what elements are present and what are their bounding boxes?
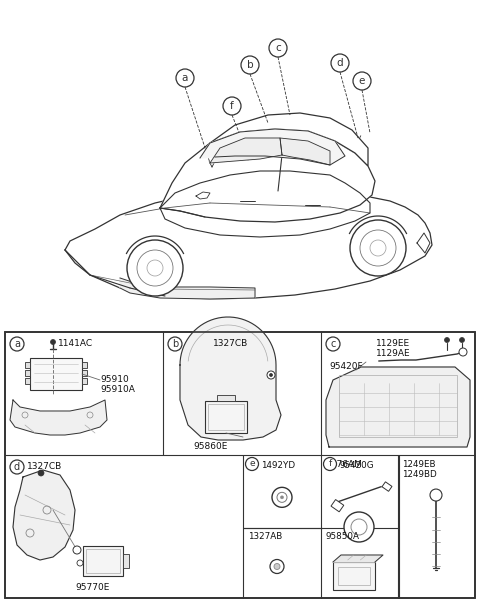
Bar bbox=[217, 395, 235, 401]
Text: 1076AM: 1076AM bbox=[326, 460, 363, 469]
Circle shape bbox=[269, 39, 287, 57]
Text: 95860E: 95860E bbox=[193, 442, 228, 451]
Text: 1249EB
1249BD: 1249EB 1249BD bbox=[402, 460, 437, 479]
Circle shape bbox=[459, 348, 467, 356]
Circle shape bbox=[10, 337, 24, 351]
Polygon shape bbox=[280, 138, 330, 165]
Bar bbox=[382, 482, 392, 491]
Circle shape bbox=[50, 339, 56, 344]
Text: 1327CB: 1327CB bbox=[27, 462, 62, 471]
Polygon shape bbox=[210, 113, 368, 166]
Circle shape bbox=[351, 519, 367, 535]
Bar bbox=[338, 567, 370, 585]
Polygon shape bbox=[10, 400, 107, 435]
Circle shape bbox=[280, 496, 284, 499]
Polygon shape bbox=[200, 129, 345, 165]
Polygon shape bbox=[210, 138, 282, 163]
Bar bbox=[82, 362, 87, 368]
Text: f: f bbox=[230, 101, 234, 111]
Circle shape bbox=[444, 338, 449, 343]
Circle shape bbox=[38, 470, 44, 476]
Text: d: d bbox=[336, 58, 343, 68]
Polygon shape bbox=[333, 555, 383, 562]
Text: c: c bbox=[330, 339, 336, 349]
Text: e: e bbox=[249, 459, 255, 469]
Text: 1327CB: 1327CB bbox=[213, 339, 248, 348]
Circle shape bbox=[270, 560, 284, 573]
Bar bbox=[5, 332, 475, 598]
Circle shape bbox=[176, 69, 194, 87]
Circle shape bbox=[241, 56, 259, 74]
Polygon shape bbox=[196, 192, 210, 199]
Circle shape bbox=[331, 54, 349, 72]
Text: b: b bbox=[247, 60, 253, 70]
Circle shape bbox=[350, 220, 406, 276]
Bar bbox=[123, 554, 129, 568]
Bar bbox=[82, 370, 87, 376]
Circle shape bbox=[326, 337, 340, 351]
Bar bbox=[82, 378, 87, 384]
Circle shape bbox=[277, 492, 287, 502]
Bar bbox=[331, 499, 344, 512]
Bar bbox=[86, 549, 120, 573]
Bar bbox=[83, 546, 123, 576]
Polygon shape bbox=[160, 129, 375, 222]
Bar bbox=[5, 332, 475, 598]
Polygon shape bbox=[417, 233, 430, 253]
Circle shape bbox=[267, 371, 275, 379]
Bar bbox=[25, 370, 30, 376]
Circle shape bbox=[73, 546, 81, 554]
Polygon shape bbox=[160, 171, 370, 237]
Bar bbox=[205, 401, 247, 433]
Polygon shape bbox=[326, 367, 470, 447]
Circle shape bbox=[459, 338, 465, 343]
Text: a: a bbox=[182, 73, 188, 83]
Text: 95420G: 95420G bbox=[339, 461, 373, 470]
Circle shape bbox=[269, 373, 273, 376]
Text: 95420F: 95420F bbox=[329, 362, 362, 371]
Circle shape bbox=[223, 97, 241, 115]
Text: 1141AC: 1141AC bbox=[58, 339, 93, 348]
Circle shape bbox=[245, 458, 259, 470]
Text: 95850A: 95850A bbox=[326, 532, 360, 541]
Bar bbox=[333, 562, 375, 590]
Bar bbox=[30, 358, 82, 390]
Text: 1327AB: 1327AB bbox=[248, 532, 282, 541]
Bar bbox=[208, 404, 244, 430]
Text: 1492YD: 1492YD bbox=[261, 461, 295, 470]
Circle shape bbox=[168, 337, 182, 351]
Bar bbox=[25, 362, 30, 368]
Text: 95770E: 95770E bbox=[75, 583, 109, 592]
Text: c: c bbox=[275, 43, 281, 53]
Circle shape bbox=[10, 460, 24, 474]
Circle shape bbox=[127, 240, 183, 296]
Bar bbox=[339, 375, 457, 437]
Circle shape bbox=[430, 489, 442, 501]
Text: 95910
95910A: 95910 95910A bbox=[100, 375, 135, 394]
Circle shape bbox=[344, 512, 374, 542]
Circle shape bbox=[77, 560, 83, 566]
Circle shape bbox=[353, 72, 371, 90]
Polygon shape bbox=[65, 190, 432, 299]
Circle shape bbox=[324, 458, 336, 470]
Circle shape bbox=[274, 563, 280, 569]
Text: e: e bbox=[359, 76, 365, 86]
Text: a: a bbox=[14, 339, 20, 349]
Bar bbox=[25, 378, 30, 384]
Circle shape bbox=[272, 487, 292, 507]
Text: f: f bbox=[328, 459, 332, 469]
Text: d: d bbox=[14, 462, 20, 472]
Text: b: b bbox=[172, 339, 178, 349]
Text: 1129EE
1129AE: 1129EE 1129AE bbox=[376, 339, 410, 358]
Polygon shape bbox=[13, 470, 75, 560]
Polygon shape bbox=[120, 278, 255, 299]
Polygon shape bbox=[180, 317, 281, 440]
